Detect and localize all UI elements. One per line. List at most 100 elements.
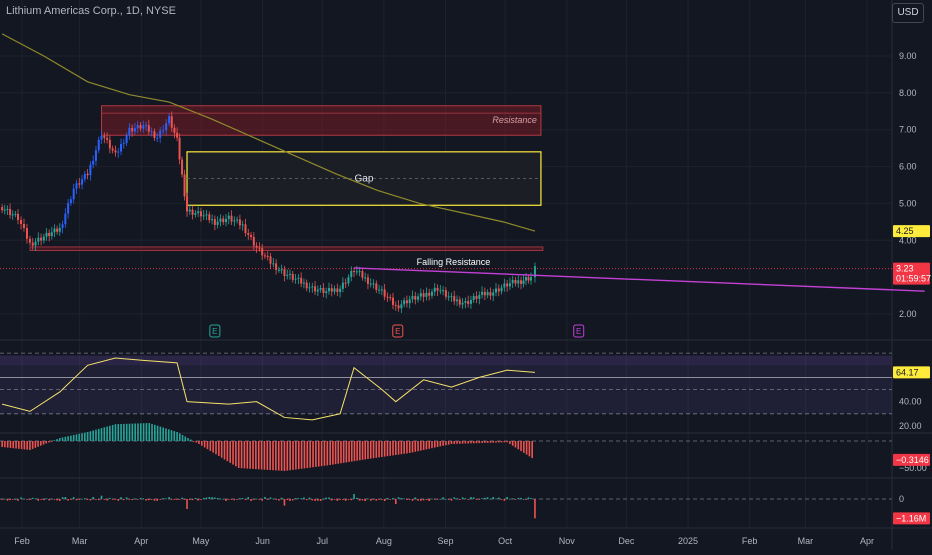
volume-bar [394,499,397,504]
x-tick-label: Nov [559,536,576,546]
macd-bar [506,441,508,443]
volume-bar [467,499,469,500]
macd-bar [286,441,289,471]
candle-body [58,228,61,232]
macd-bar [114,424,117,441]
macd-bar [173,431,176,441]
volume-bar [408,499,411,500]
volume-bar [300,498,302,500]
candle-body [162,130,165,132]
volume-bar [489,498,492,500]
macd-bar [397,441,400,455]
macd-bar [84,432,86,441]
macd-bar [111,424,114,441]
macd-bar [263,441,266,470]
candle-body [436,287,439,291]
volume-bar [522,498,525,500]
macd-bar [106,426,108,441]
macd-bar [329,441,331,465]
candle-body [341,282,344,289]
macd-bar [176,432,178,441]
candle-body [361,271,364,278]
macd-bar [103,427,106,441]
volume-bar [142,498,145,500]
candle-body [378,289,381,291]
candle-body [481,291,484,295]
macd-bar [151,423,153,441]
candle-body [464,301,467,303]
volume-bar [433,499,436,500]
candle-body [106,137,109,140]
volume-bar [269,497,272,499]
volume-bar [134,498,136,500]
macd-bar [58,438,61,441]
candle-body [261,248,264,256]
volume-bar [509,498,511,500]
macd-bar [56,439,58,441]
macd-bar [486,441,489,443]
volume-bar [431,498,433,500]
volume-bar [51,498,53,500]
macd-bar [492,441,495,443]
candle-body [92,160,95,165]
macd-bar [337,441,340,464]
volume-bar [17,499,19,501]
candle-body [202,215,205,217]
volume-bar [447,499,450,500]
candle-body [380,289,383,291]
macd-bar [528,441,531,457]
volume-bar [139,497,142,499]
macd-bar [246,441,249,469]
candle-body [300,277,303,284]
x-tick-label: Dec [618,536,635,546]
candle-body [67,203,70,214]
candle-body [81,179,84,185]
volume-bar [178,499,181,500]
sma-badge-text: 4.25 [896,226,914,236]
volume-bar [314,499,316,501]
candle-body [433,287,436,292]
macd-bar [511,441,514,446]
candle-body [125,135,128,144]
volume-bar [495,498,497,500]
macd-bar [61,437,64,441]
candle-body [475,296,478,299]
volume-bar [156,499,158,501]
macd-bar [237,441,240,468]
candle-body [139,125,142,129]
candle-body [330,288,333,292]
macd-bar [195,441,198,443]
volume-bar [336,499,339,501]
candle-body [61,224,64,228]
candle-body [291,273,294,280]
volume-bar [530,498,532,499]
volume-bar [14,498,17,500]
volume-bar [272,498,275,500]
macd-bar [232,441,234,465]
candle-body [14,213,17,215]
macd-bar [200,441,203,446]
candle-body [280,269,283,271]
volume-bar [486,497,489,499]
volume-bar [356,497,358,499]
volume-bar [375,499,378,501]
macd-bar [489,441,492,443]
candle-body [28,238,31,243]
currency-button[interactable]: USD [892,3,924,23]
volume-bar [280,497,283,499]
volume-bar [56,499,58,501]
macd-bar [142,423,145,441]
candle-body [283,269,286,276]
volume-bar [100,495,103,499]
macd-bar [229,441,231,463]
macd-bar [433,441,436,448]
candle-body [514,279,517,284]
candle-body [353,271,356,272]
volume-bar [386,497,389,499]
volume-bar [230,499,233,500]
macd-pane [0,423,892,471]
candle-body [224,218,227,223]
